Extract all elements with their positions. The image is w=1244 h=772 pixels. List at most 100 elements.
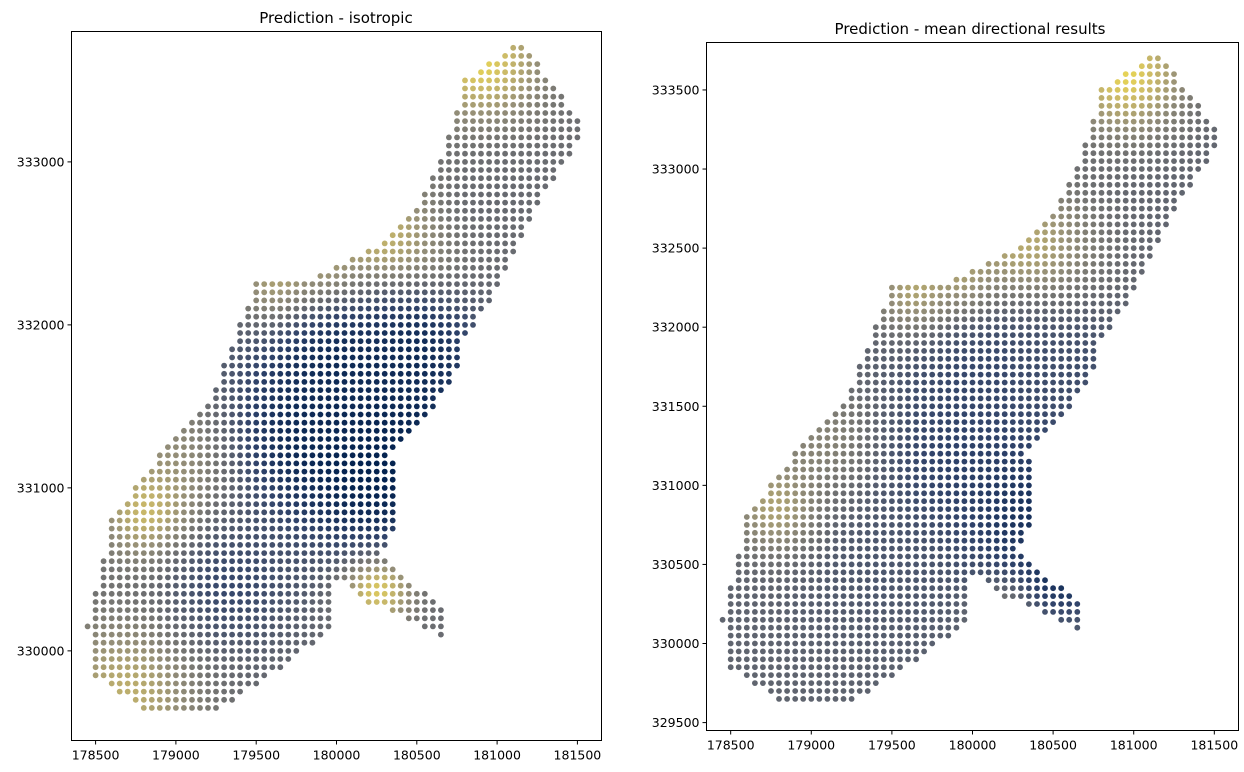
scatter-point — [261, 639, 268, 646]
scatter-point — [454, 289, 460, 296]
scatter-point — [840, 427, 847, 433]
scatter-point — [301, 281, 308, 287]
scatter-point — [913, 348, 919, 354]
scatter-point — [430, 183, 436, 190]
scatter-point — [1146, 134, 1153, 141]
scatter-point — [301, 639, 308, 646]
scatter-point — [1114, 118, 1121, 125]
scatter-point — [421, 387, 428, 393]
scatter-point — [309, 362, 316, 369]
y-tick-label: 332500 — [652, 241, 700, 256]
scatter-point — [317, 370, 324, 377]
scatter-point — [1195, 166, 1202, 172]
scatter-point — [285, 419, 292, 426]
scatter-point — [1034, 601, 1040, 607]
scatter-point — [413, 615, 420, 622]
scatter-point — [397, 411, 404, 418]
scatter-point — [518, 61, 525, 67]
scatter-point — [977, 458, 984, 465]
scatter-point — [897, 632, 903, 639]
scatter-point — [1050, 237, 1056, 244]
scatter-point — [1138, 205, 1145, 212]
scatter-point — [430, 256, 436, 263]
scatter-point — [1009, 506, 1016, 512]
scatter-point — [921, 324, 927, 331]
scatter-point — [454, 240, 460, 247]
scatter-point — [389, 395, 396, 402]
scatter-point — [462, 240, 468, 247]
scatter-point — [1171, 87, 1177, 93]
scatter-point — [333, 509, 340, 516]
scatter-point — [1026, 308, 1032, 315]
scatter-point — [913, 458, 919, 465]
scatter-point — [148, 574, 155, 581]
scatter-point — [189, 436, 195, 442]
scatter-point — [1195, 102, 1202, 109]
scatter-point — [140, 599, 147, 605]
scatter-point — [1042, 395, 1048, 402]
scatter-point — [92, 631, 99, 638]
scatter-point — [937, 561, 944, 568]
scatter-point — [800, 537, 807, 544]
scatter-point — [1130, 102, 1137, 109]
scatter-point — [864, 490, 871, 497]
scatter-point — [880, 308, 887, 315]
scatter-point — [824, 522, 831, 528]
scatter-point — [237, 688, 244, 695]
scatter-point — [953, 324, 960, 331]
scatter-point — [486, 256, 492, 263]
scatter-point — [937, 411, 944, 418]
scatter-point — [1090, 332, 1097, 338]
scatter-point — [1106, 126, 1113, 133]
scatter-point — [357, 387, 364, 393]
scatter-point — [550, 150, 557, 157]
scatter-point — [1106, 181, 1113, 188]
scatter-point — [341, 322, 348, 328]
scatter-point — [921, 300, 927, 307]
scatter-point — [872, 656, 879, 663]
scatter-point — [301, 452, 308, 459]
scatter-point — [880, 371, 887, 378]
scatter-point — [421, 256, 428, 263]
scatter-point — [373, 582, 380, 589]
scatter-point — [1130, 284, 1137, 291]
scatter-point — [1026, 284, 1032, 291]
scatter-point — [165, 680, 171, 687]
scatter-point — [816, 680, 823, 686]
scatter-point — [1026, 395, 1032, 402]
scatter-point — [848, 442, 855, 449]
scatter-point — [365, 460, 372, 467]
scatter-point — [1074, 197, 1081, 204]
scatter-point — [140, 607, 147, 613]
scatter-point — [116, 542, 123, 548]
scatter-point — [205, 476, 211, 483]
scatter-point — [566, 118, 573, 124]
scatter-point — [816, 577, 823, 584]
scatter-point — [237, 395, 244, 402]
scatter-point — [389, 501, 396, 508]
scatter-point — [953, 316, 960, 323]
scatter-point — [301, 501, 308, 508]
scatter-point — [293, 582, 300, 589]
scatter-point — [985, 490, 992, 497]
scatter-point — [325, 599, 332, 605]
scatter-point — [1074, 292, 1081, 299]
scatter-point — [389, 338, 396, 345]
scatter-point — [1195, 134, 1202, 141]
scatter-point — [132, 566, 139, 573]
scatter-point — [905, 363, 911, 370]
scatter-point — [189, 525, 195, 532]
scatter-point — [285, 542, 292, 548]
scatter-point — [148, 550, 155, 556]
scatter-point — [1138, 71, 1145, 77]
scatter-point — [776, 537, 782, 544]
scatter-point — [502, 126, 508, 133]
x-tick-label: 179000 — [152, 748, 200, 763]
scatter-point — [824, 569, 831, 576]
scatter-point — [880, 348, 887, 354]
scatter-point — [937, 601, 944, 607]
scatter-point — [889, 379, 895, 386]
scatter-point — [1146, 253, 1153, 259]
scatter-point — [840, 450, 847, 457]
scatter-point — [301, 427, 308, 434]
